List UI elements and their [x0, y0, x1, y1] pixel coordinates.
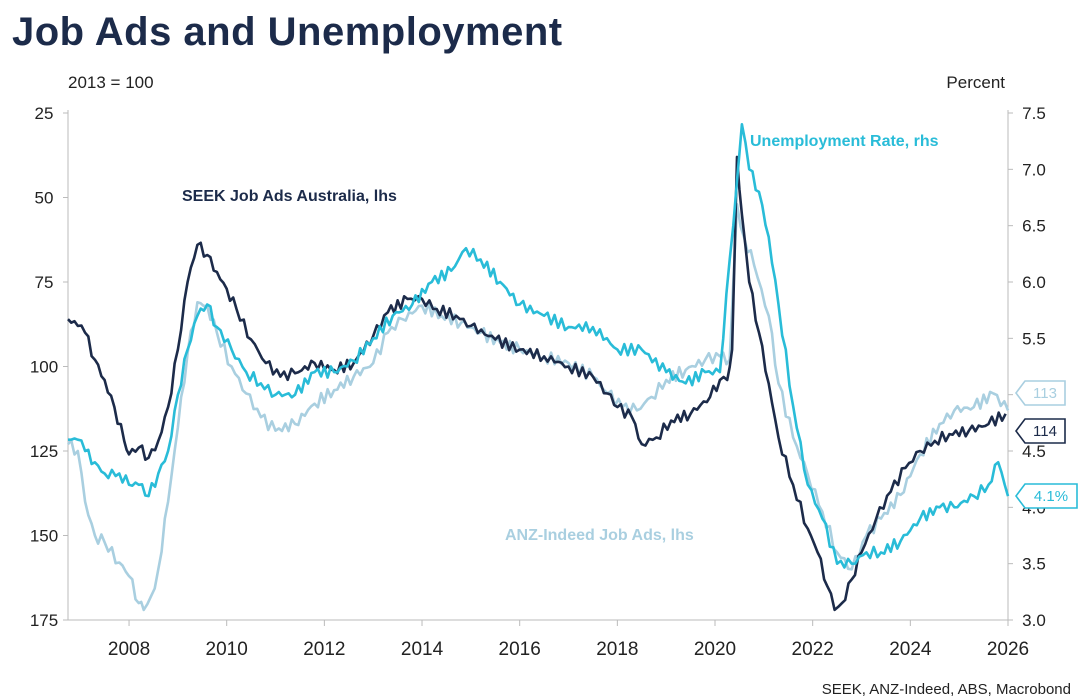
- x-tick-label: 2026: [987, 639, 1029, 660]
- lhs-unit-label: 2013 = 100: [68, 73, 154, 92]
- rhs-tick-label: 4.5: [1022, 442, 1046, 461]
- seek-end-value-tag-text: 114: [1033, 423, 1057, 440]
- lhs-tick-label: 125: [30, 442, 58, 461]
- rhs-unit-label: Percent: [946, 73, 1005, 92]
- anz-series-line: [67, 203, 1010, 612]
- anz-end-value-tag-text: 113: [1033, 385, 1057, 402]
- rhs-tick-label: 6.5: [1022, 217, 1046, 236]
- lhs-tick-label: 100: [30, 358, 58, 377]
- anz-series-label: ANZ-Indeed Job Ads, lhs: [505, 527, 694, 544]
- unemployment-end-value-tag-text: 4.1%: [1034, 488, 1068, 505]
- rhs-tick-label: 7.0: [1022, 160, 1046, 179]
- x-tick-label: 2016: [499, 639, 541, 660]
- chart-title: Job Ads and Unemployment: [12, 10, 563, 54]
- lhs-tick-label: 75: [35, 273, 54, 292]
- rhs-tick-label: 7.5: [1022, 104, 1046, 123]
- seek-end-value-tag: [1015, 418, 1066, 444]
- rhs-tick-label: 3.0: [1022, 611, 1046, 630]
- x-tick-label: 2022: [792, 639, 834, 660]
- x-tick-label: 2012: [303, 639, 345, 660]
- anz-end-value-tag: [1015, 380, 1066, 406]
- x-tick-label: 2010: [206, 639, 248, 660]
- rhs-tick-label: 3.5: [1022, 555, 1046, 574]
- seek-series-line: [67, 155, 1007, 612]
- unemployment-series-line: [67, 123, 1010, 569]
- seek-series-label: SEEK Job Ads Australia, lhs: [182, 188, 397, 205]
- unemployment-end-value-tag: [1015, 483, 1078, 509]
- rhs-tick-label: 6.0: [1022, 273, 1046, 292]
- lhs-tick-label: 175: [30, 611, 58, 630]
- x-tick-label: 2024: [889, 639, 932, 660]
- x-tick-label: 2020: [694, 639, 736, 660]
- rhs-tick-label: 5.5: [1022, 329, 1046, 348]
- source-note: SEEK, ANZ-Indeed, ABS, Macrobond: [821, 681, 1071, 698]
- lhs-tick-label: 25: [35, 104, 54, 123]
- lhs-tick-label: 50: [35, 189, 54, 208]
- x-tick-label: 2014: [401, 639, 444, 660]
- lhs-tick-label: 150: [30, 527, 58, 546]
- x-tick-label: 2018: [596, 639, 638, 660]
- x-tick-label: 2008: [108, 639, 150, 660]
- unemployment-series-label: Unemployment Rate, rhs: [750, 133, 939, 150]
